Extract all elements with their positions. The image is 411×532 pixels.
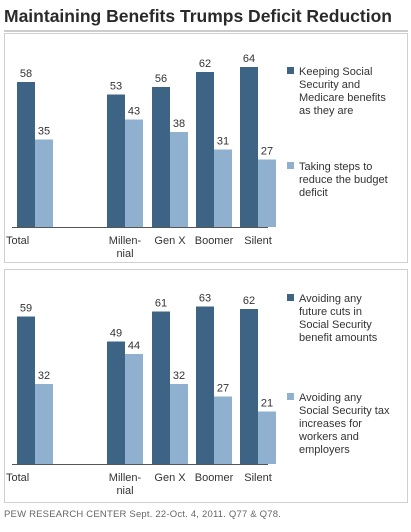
legend-label-1-2: Taking steps to reduce the budget deficit — [299, 161, 388, 199]
category-label-2-4: Boomer — [195, 472, 234, 484]
panel-frame-2 — [4, 269, 408, 503]
bar-light-2-4 — [214, 396, 232, 464]
bar-light-2-5 — [258, 411, 276, 464]
value-label-1-3-2: 38 — [173, 118, 185, 130]
bar-light-2-3 — [170, 384, 188, 464]
value-label-2-1-2: 32 — [38, 370, 50, 382]
value-label-2-2-2: 44 — [128, 340, 140, 352]
value-label-1-5-2: 27 — [261, 146, 273, 158]
value-label-2-4-1: 63 — [199, 293, 211, 305]
category-label-1-1: Total — [6, 235, 29, 247]
value-label-2-3-2: 32 — [173, 370, 185, 382]
bar-light-1-1 — [35, 139, 53, 227]
category-label-2-2: Millen-nial — [109, 472, 142, 497]
bar-light-1-3 — [170, 132, 188, 227]
panel-frame-1 — [4, 33, 408, 263]
value-label-2-5-2: 21 — [261, 398, 273, 410]
bar-dark-1-2 — [107, 94, 125, 227]
bar-dark-1-4 — [196, 72, 214, 227]
category-label-2-1: Total — [6, 472, 29, 484]
chart-title: Maintaining Benefits Trumps Deficit Redu… — [4, 6, 392, 26]
bar-light-1-2 — [125, 119, 143, 227]
value-label-2-1-1: 59 — [20, 303, 32, 315]
bar-dark-2-1 — [17, 316, 35, 464]
value-label-1-2-1: 53 — [110, 81, 122, 93]
category-label-1-4: Boomer — [195, 235, 234, 247]
bar-dark-2-5 — [240, 309, 258, 464]
value-label-1-5-1: 64 — [243, 53, 255, 65]
bar-dark-2-2 — [107, 341, 125, 464]
category-label-2-5: Silent — [244, 472, 272, 484]
value-label-1-2-2: 43 — [128, 106, 140, 118]
bar-dark-1-5 — [240, 67, 258, 227]
legend-label-2-2: Avoiding any Social Security tax increases… — [298, 392, 390, 456]
category-label-1-5: Silent — [244, 235, 272, 247]
legend-swatch-1-1 — [287, 67, 294, 74]
bar-light-2-1 — [35, 384, 53, 464]
category-label-1-2: Millen-nial — [109, 235, 142, 260]
value-label-1-3-1: 56 — [155, 73, 167, 85]
value-label-2-4-2: 27 — [217, 383, 229, 395]
value-label-1-4-1: 62 — [199, 58, 211, 70]
value-label-2-2-1: 49 — [110, 328, 122, 340]
value-label-2-3-1: 61 — [155, 298, 167, 310]
value-label-1-1-1: 58 — [20, 68, 32, 80]
bar-dark-1-1 — [17, 82, 35, 227]
bar-dark-2-3 — [152, 311, 170, 464]
value-label-2-5-1: 62 — [243, 295, 255, 307]
bar-light-1-5 — [258, 159, 276, 227]
category-label-1-3: Gen X — [154, 235, 186, 247]
value-label-1-4-2: 31 — [217, 136, 229, 148]
legend-swatch-2-1 — [287, 294, 294, 301]
source-note: PEW RESEARCH CENTER Sept. 22-Oct. 4, 201… — [4, 509, 282, 520]
bar-light-2-2 — [125, 354, 143, 464]
bar-dark-1-3 — [152, 87, 170, 227]
category-label-2-3: Gen X — [154, 472, 186, 484]
legend-label-2-1: Avoiding any future cuts in Social Securit… — [299, 293, 378, 344]
bar-dark-2-4 — [196, 306, 214, 464]
value-label-1-1-2: 35 — [38, 126, 50, 138]
legend-swatch-1-2 — [287, 162, 294, 169]
bar-light-1-4 — [214, 149, 232, 227]
legend-label-1-1: Keeping Social Security and Medicare benef… — [299, 66, 386, 117]
legend-swatch-2-2 — [287, 393, 294, 400]
